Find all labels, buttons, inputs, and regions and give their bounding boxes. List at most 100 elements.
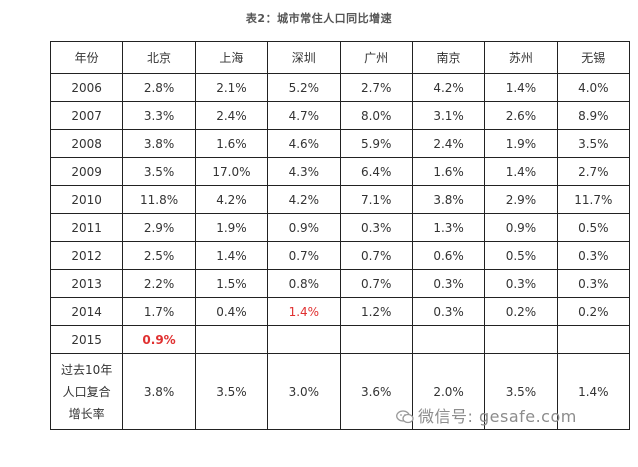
value-cell: 1.4% xyxy=(194,241,269,270)
value-cell: 11.8% xyxy=(122,185,196,214)
table-row-cagr: 过去10年 人口复合 增长率 3.8% 3.5% 3.0% 3.6% 2.0% 3.5% 1.4% xyxy=(49,353,631,430)
value-cell: 6.4% xyxy=(339,157,413,186)
table-row: 2007 3.3% 2.4% 4.7% 8.0% 3.1% 2.6% 8.9% xyxy=(49,101,631,130)
value-cell: 1.5% xyxy=(194,269,269,298)
header-guangzhou: 广州 xyxy=(339,41,413,74)
value-cell: 1.3% xyxy=(411,213,486,242)
value-cell: 11.7% xyxy=(556,185,631,214)
header-shenzhen: 深圳 xyxy=(267,41,341,74)
header-row: 年份 北京 上海 深圳 广州 南京 苏州 无锡 xyxy=(49,41,631,74)
value-cell: 7.1% xyxy=(339,185,413,214)
value-cell xyxy=(267,325,341,354)
header-beijing: 北京 xyxy=(122,41,196,74)
wechat-icon xyxy=(396,410,414,424)
value-cell: 0.7% xyxy=(267,241,341,270)
value-cell: 1.6% xyxy=(194,129,269,158)
value-cell: 2.4% xyxy=(194,101,269,130)
year-cell: 2014 xyxy=(49,297,124,326)
value-cell: 1.9% xyxy=(194,213,269,242)
value-cell: 0.6% xyxy=(411,241,486,270)
value-cell: 1.7% xyxy=(122,297,196,326)
value-cell: 0.8% xyxy=(267,269,341,298)
value-cell: 8.0% xyxy=(339,101,413,130)
value-cell xyxy=(194,325,269,354)
value-cell: 0.2% xyxy=(484,297,558,326)
value-cell: 2.1% xyxy=(194,73,269,102)
value-cell: 4.6% xyxy=(267,129,341,158)
value-cell xyxy=(339,325,413,354)
header-shanghai: 上海 xyxy=(194,41,269,74)
table-row: 2009 3.5% 17.0% 4.3% 6.4% 1.6% 1.4% 2.7% xyxy=(49,157,631,186)
header-year: 年份 xyxy=(49,41,124,74)
value-cell: 5.9% xyxy=(339,129,413,158)
value-cell: 0.3% xyxy=(556,241,631,270)
value-cell: 0.3% xyxy=(556,269,631,298)
value-cell: 3.1% xyxy=(411,101,486,130)
value-cell: 0.5% xyxy=(556,213,631,242)
table-row: 2011 2.9% 1.9% 0.9% 0.3% 1.3% 0.9% 0.5% xyxy=(49,213,631,242)
cagr-value-cell: 3.8% xyxy=(122,353,196,430)
cagr-label-line: 过去10年 xyxy=(61,362,113,377)
value-cell: 4.2% xyxy=(411,73,486,102)
value-cell: 3.5% xyxy=(556,129,631,158)
value-cell: 4.0% xyxy=(556,73,631,102)
value-cell: 1.4% xyxy=(267,297,341,326)
cagr-value-cell: 3.5% xyxy=(194,353,269,430)
value-cell: 4.2% xyxy=(194,185,269,214)
value-cell: 0.3% xyxy=(484,269,558,298)
value-cell: 0.3% xyxy=(339,213,413,242)
value-cell: 0.2% xyxy=(556,297,631,326)
table-row: 2012 2.5% 1.4% 0.7% 0.7% 0.6% 0.5% 0.3% xyxy=(49,241,631,270)
value-cell: 0.9% xyxy=(484,213,558,242)
value-cell: 3.8% xyxy=(411,185,486,214)
value-cell: 0.7% xyxy=(339,241,413,270)
value-cell: 2.7% xyxy=(339,73,413,102)
year-cell: 2009 xyxy=(49,157,124,186)
value-cell: 3.3% xyxy=(122,101,196,130)
table-title: 表2：城市常住人口同比增速 xyxy=(245,12,393,25)
value-cell: 3.8% xyxy=(122,129,196,158)
year-cell: 2012 xyxy=(49,241,124,270)
value-cell xyxy=(556,325,631,354)
year-cell: 2011 xyxy=(49,213,124,242)
value-cell: 5.2% xyxy=(267,73,341,102)
table-row: 2008 3.8% 1.6% 4.6% 5.9% 2.4% 1.9% 3.5% xyxy=(49,129,631,158)
value-cell: 1.4% xyxy=(484,157,558,186)
cagr-label-line: 人口复合 xyxy=(62,384,111,399)
value-cell: 2.5% xyxy=(122,241,196,270)
header-nanjing: 南京 xyxy=(411,41,486,74)
cagr-value-cell: 3.6% xyxy=(339,353,413,430)
table-row: 2014 1.7% 0.4% 1.4% 1.2% 0.3% 0.2% 0.2% xyxy=(49,297,631,326)
value-cell: 0.3% xyxy=(411,297,486,326)
value-cell: 2.9% xyxy=(484,185,558,214)
value-cell: 0.4% xyxy=(194,297,269,326)
value-cell: 4.3% xyxy=(267,157,341,186)
value-cell: 3.5% xyxy=(122,157,196,186)
table-row: 2013 2.2% 1.5% 0.8% 0.7% 0.3% 0.3% 0.3% xyxy=(49,269,631,298)
value-cell: 0.5% xyxy=(484,241,558,270)
value-cell: 1.2% xyxy=(339,297,413,326)
cagr-value-cell: 2.0% xyxy=(411,353,486,430)
cagr-label-line: 增长率 xyxy=(68,406,105,421)
value-cell: 17.0% xyxy=(194,157,269,186)
value-cell: 2.2% xyxy=(122,269,196,298)
year-cell: 2008 xyxy=(49,129,124,158)
value-cell: 4.2% xyxy=(267,185,341,214)
table-row: 2015 0.9% xyxy=(49,325,631,354)
value-cell: 2.4% xyxy=(411,129,486,158)
value-cell: 0.3% xyxy=(411,269,486,298)
value-cell: 4.7% xyxy=(267,101,341,130)
cagr-value-cell: 3.0% xyxy=(267,353,341,430)
cagr-value-cell: 1.4% xyxy=(556,353,631,430)
watermark-text: 微信号: gesafe.com xyxy=(418,407,577,426)
year-cell: 2015 xyxy=(49,325,124,354)
value-cell: 0.9% xyxy=(122,325,196,354)
value-cell: 1.4% xyxy=(484,73,558,102)
value-cell: 8.9% xyxy=(556,101,631,130)
value-cell xyxy=(411,325,486,354)
year-cell: 2007 xyxy=(49,101,124,130)
value-cell: 1.9% xyxy=(484,129,558,158)
value-cell xyxy=(484,325,558,354)
value-cell: 0.7% xyxy=(339,269,413,298)
value-cell: 2.6% xyxy=(484,101,558,130)
